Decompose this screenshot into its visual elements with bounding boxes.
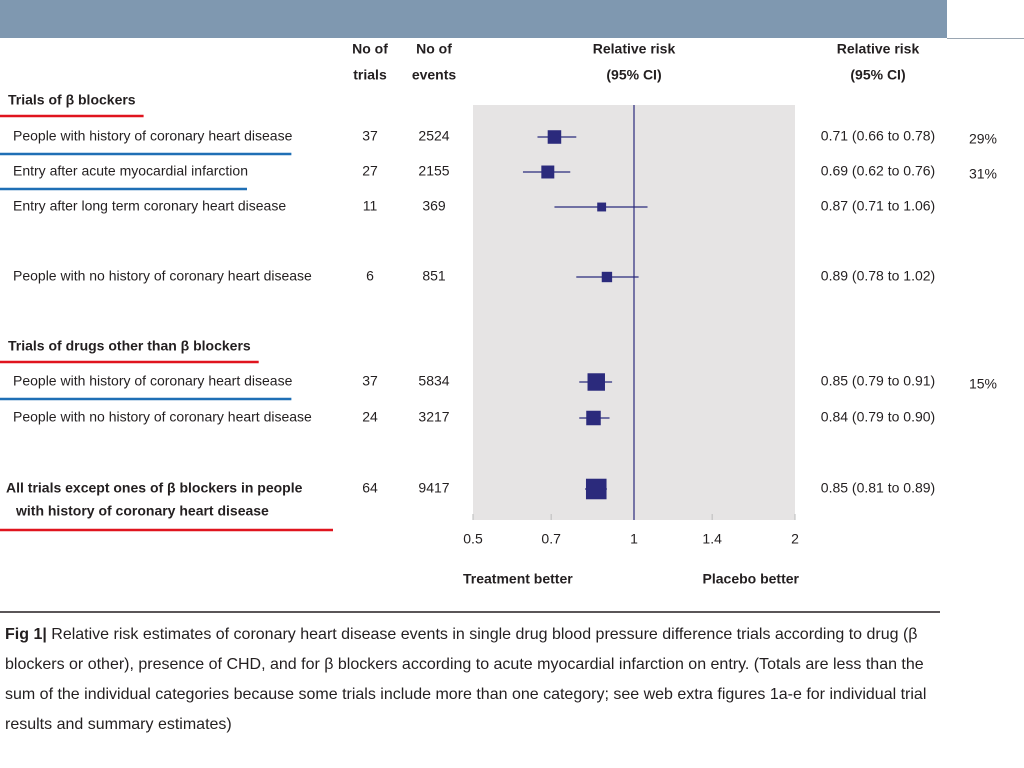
section-title: Trials of drugs other than β blockers bbox=[8, 338, 251, 354]
ci-label: 0.89 (0.78 to 1.02) bbox=[821, 268, 935, 284]
annotation: 15% bbox=[969, 376, 997, 392]
events: 5834 bbox=[418, 373, 449, 389]
trials: 6 bbox=[366, 268, 374, 284]
row-label: with history of coronary heart disease bbox=[15, 503, 269, 519]
ci-label: 0.87 (0.71 to 1.06) bbox=[821, 198, 935, 214]
row-label: People with history of coronary heart di… bbox=[13, 373, 293, 389]
events: 2524 bbox=[418, 128, 449, 144]
x-tick-label: 2 bbox=[791, 531, 799, 547]
column-header: Relative risk bbox=[837, 41, 920, 57]
column-header: (95% CI) bbox=[850, 67, 905, 83]
trials: 37 bbox=[362, 128, 378, 144]
row-label: Entry after acute myocardial infarction bbox=[13, 163, 248, 179]
annotation: 29% bbox=[969, 131, 997, 147]
row-label: Entry after long term coronary heart dis… bbox=[13, 198, 286, 214]
estimate-box bbox=[601, 271, 613, 283]
annotation: 31% bbox=[969, 166, 997, 182]
events: 369 bbox=[422, 198, 446, 214]
column-header: Relative risk bbox=[593, 41, 676, 57]
x-tick-label: 0.5 bbox=[463, 531, 483, 547]
ci-label: 0.69 (0.62 to 0.76) bbox=[821, 163, 935, 179]
estimate-box bbox=[587, 373, 605, 391]
column-header: No of bbox=[416, 41, 452, 57]
events: 851 bbox=[422, 268, 446, 284]
estimate-box bbox=[597, 202, 607, 212]
estimate-box bbox=[541, 165, 555, 179]
events: 2155 bbox=[418, 163, 449, 179]
estimate-box bbox=[585, 478, 607, 500]
x-tick-label: 1.4 bbox=[702, 531, 722, 547]
x-axis-label: Placebo better bbox=[703, 571, 800, 587]
row-label: People with history of coronary heart di… bbox=[13, 128, 293, 144]
ci-label: 0.85 (0.79 to 0.91) bbox=[821, 373, 935, 389]
ci-label: 0.71 (0.66 to 0.78) bbox=[821, 128, 935, 144]
column-header: No of bbox=[352, 41, 388, 57]
row-label: All trials except ones of β blockers in … bbox=[6, 480, 303, 496]
trials: 24 bbox=[362, 409, 378, 425]
x-axis-label: Treatment better bbox=[463, 571, 573, 587]
x-tick-label: 0.7 bbox=[541, 531, 561, 547]
events: 3217 bbox=[418, 409, 449, 425]
events: 9417 bbox=[418, 480, 449, 496]
trials: 11 bbox=[363, 198, 378, 214]
estimate-box bbox=[547, 130, 562, 144]
column-header: (95% CI) bbox=[606, 67, 661, 83]
chart: No of trials No of events Relative risk (95% … bbox=[0, 0, 1024, 613]
x-tick-label: 1 bbox=[630, 531, 638, 547]
row-label: People with no history of coronary heart… bbox=[13, 409, 312, 425]
column-header: events bbox=[412, 67, 457, 83]
caption-label: Fig 1| bbox=[5, 626, 47, 643]
caption-text: Relative risk estimates of coronary hear… bbox=[5, 626, 927, 733]
caption: Fig 1| Relative risk estimates of corona… bbox=[5, 620, 945, 740]
estimate-box bbox=[586, 410, 601, 426]
header-bar bbox=[0, 0, 947, 38]
column-header: trials bbox=[353, 67, 387, 83]
ci-label: 0.84 (0.79 to 0.90) bbox=[821, 409, 935, 425]
trials: 64 bbox=[362, 480, 378, 496]
row-label: People with no history of coronary heart… bbox=[13, 268, 312, 284]
ci-label: 0.85 (0.81 to 0.89) bbox=[821, 480, 935, 496]
trials: 37 bbox=[362, 373, 378, 389]
section-title: Trials of β blockers bbox=[8, 92, 136, 108]
trials: 27 bbox=[362, 163, 378, 179]
